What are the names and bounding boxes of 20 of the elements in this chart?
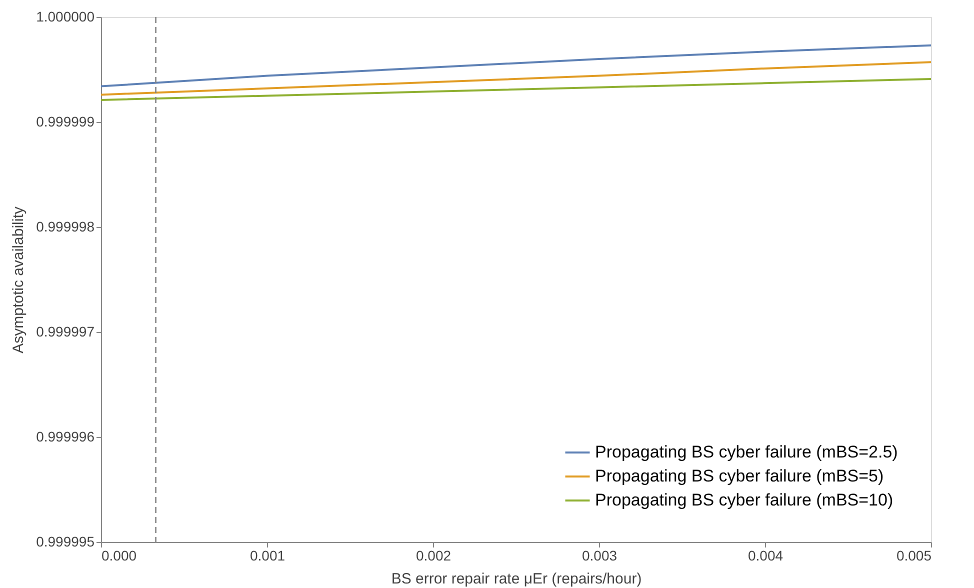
legend-label: Propagating BS cyber failure (mBS=10) (595, 490, 894, 510)
legend-label: Propagating BS cyber failure (mBS=2.5) (595, 442, 898, 462)
y-tick-label: 0.999996 (36, 428, 95, 444)
line-series (101, 78, 931, 101)
x-tick-label: 0.000 (102, 548, 137, 564)
y-tick-label: 0.999998 (36, 218, 95, 234)
y-tick-label: 0.999997 (36, 324, 95, 340)
y-tick-label: 0.999999 (36, 114, 95, 130)
line-series (101, 61, 931, 96)
y-axis-title: Asymptotic availability (10, 206, 28, 354)
x-tick-label: 0.004 (748, 548, 784, 564)
x-tick-label: 0.001 (250, 548, 286, 564)
x-tick-label: 0.005 (896, 548, 932, 564)
x-axis-title: BS error repair rate μEr (repairs/hour) (391, 570, 642, 588)
legend-label: Propagating BS cyber failure (mBS=5) (595, 466, 884, 486)
y-tick-label: 0.999995 (36, 534, 95, 550)
x-tick-label: 0.003 (582, 548, 618, 564)
line-series (101, 44, 931, 88)
y-tick-label: 1.000000 (36, 8, 95, 24)
x-tick-label: 0.002 (416, 548, 452, 564)
